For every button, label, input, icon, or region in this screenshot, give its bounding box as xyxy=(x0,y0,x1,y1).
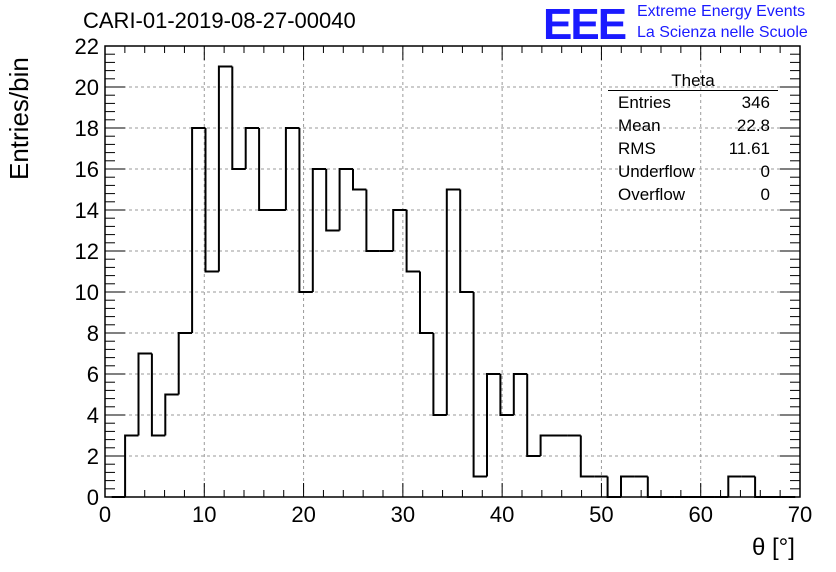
histogram-bin xyxy=(177,332,193,395)
tick-labels: 0 10 20 30 40 50 60 70 0 2 4 6 8 10 12 14 16 18 20 22 xyxy=(75,34,813,527)
logo-line-2: La Scienza nelle Scuole xyxy=(637,24,808,41)
y-tick-label: 16 xyxy=(75,157,99,182)
histogram-bars xyxy=(111,65,796,498)
histogram-bin xyxy=(579,435,595,478)
stats-value: 22.8 xyxy=(736,116,770,135)
histogram-bin xyxy=(646,476,662,498)
x-axis-label: θ [°] xyxy=(752,534,795,561)
histogram-bin xyxy=(727,475,742,497)
x-tick-label: 60 xyxy=(688,502,712,527)
plot-title: CARI-01-2019-08-27-00040 xyxy=(83,8,356,33)
y-axis-label: Entries/bin xyxy=(4,57,34,180)
y-tick-label: 2 xyxy=(87,444,99,469)
histogram-bin xyxy=(204,128,219,273)
stats-title: Theta xyxy=(608,72,778,91)
x-tick-label: 70 xyxy=(788,502,812,527)
y-tick-label: 22 xyxy=(75,34,99,59)
x-tick-label: 50 xyxy=(589,502,613,527)
histogram-bin xyxy=(311,168,327,292)
y-tick-label: 10 xyxy=(75,280,99,305)
y-tick-label: 12 xyxy=(75,239,99,264)
x-tick-label: 40 xyxy=(490,502,514,527)
histogram-bin xyxy=(445,188,461,415)
stats-value: 0 xyxy=(760,162,770,181)
stats-label: Underflow xyxy=(618,162,695,181)
histogram-bin xyxy=(338,168,353,231)
histogram-bin xyxy=(231,66,246,170)
histogram-bin xyxy=(298,128,313,293)
histogram-bin xyxy=(499,374,514,416)
stats-row-mean: Mean 22.8 xyxy=(608,114,778,137)
y-tick-label: 6 xyxy=(87,362,99,387)
histogram-bin xyxy=(526,374,541,457)
stats-row-underflow: Underflow 0 xyxy=(608,160,778,183)
stats-value: 11.61 xyxy=(728,139,770,158)
x-tick-label: 10 xyxy=(192,502,216,527)
stats-row-rms: RMS 11.61 xyxy=(608,137,778,160)
eee-logo: EEE xyxy=(543,0,627,49)
stats-label: Entries xyxy=(618,93,671,112)
histogram-bin xyxy=(754,476,769,498)
histogram-bin xyxy=(191,127,206,333)
plot-frame xyxy=(104,45,801,498)
histogram-bin xyxy=(486,373,501,477)
histogram-bin xyxy=(244,127,260,169)
histogram-bin xyxy=(472,292,487,478)
histogram-bin xyxy=(124,434,139,497)
stats-label: Overflow xyxy=(618,185,686,204)
histogram-bin xyxy=(539,434,554,456)
grid xyxy=(105,46,800,497)
histogram-bin xyxy=(606,476,621,498)
y-tick-label: 8 xyxy=(87,321,99,346)
stats-value: 0 xyxy=(760,185,770,204)
histogram-bin xyxy=(419,271,434,334)
histogram-bin xyxy=(620,475,635,497)
y-tick-label: 0 xyxy=(87,485,99,510)
histogram-bin xyxy=(392,209,407,251)
histogram-bin xyxy=(352,169,367,191)
histogram-bin xyxy=(150,353,166,437)
stats-label: Mean xyxy=(618,116,661,135)
histogram-bin xyxy=(365,189,380,252)
y-tick-label: 4 xyxy=(87,403,99,428)
x-tick-label: 20 xyxy=(291,502,315,527)
histogram-bin xyxy=(217,65,233,272)
logo-line-1: Extreme Energy Events xyxy=(637,3,806,20)
histogram-bin xyxy=(284,127,300,210)
x-tick-label: 0 xyxy=(99,502,111,527)
histogram-bin xyxy=(405,210,420,273)
histogram-bin xyxy=(459,189,474,293)
y-tick-label: 18 xyxy=(75,116,99,141)
histogram-bin xyxy=(258,128,273,211)
stats-label: RMS xyxy=(618,139,656,158)
stats-value: 346 xyxy=(741,93,770,112)
y-tick-label: 20 xyxy=(75,75,99,100)
stats-row-overflow: Overflow 0 xyxy=(608,183,778,206)
x-tick-label: 30 xyxy=(391,502,415,527)
histogram-bin xyxy=(164,393,179,436)
histogram-bin xyxy=(137,352,152,436)
histogram-bin xyxy=(512,373,528,415)
axis-ticks xyxy=(104,45,801,498)
histogram-bin xyxy=(325,169,340,232)
stats-box: Theta Entries 346 Mean 22.8 RMS 11.61 Un… xyxy=(608,72,778,206)
stats-row-entries: Entries 346 xyxy=(608,91,778,114)
histogram-bin xyxy=(432,333,447,416)
y-tick-label: 14 xyxy=(75,198,99,223)
